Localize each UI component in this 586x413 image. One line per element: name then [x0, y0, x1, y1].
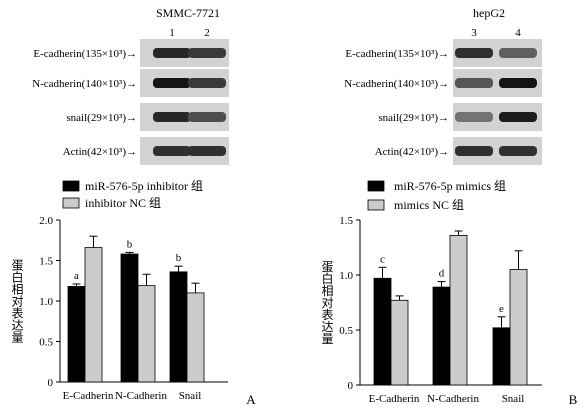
- blot-band: [499, 78, 537, 88]
- blot-row-label: E-cadherin(135×10³)→: [33, 48, 137, 60]
- x-tick-label: Snail: [502, 393, 525, 405]
- blot-band: [188, 112, 226, 122]
- blot-row-label: Actin(42×10³)→: [375, 146, 449, 158]
- legend-swatch: [367, 180, 385, 192]
- blot-band: [499, 146, 537, 156]
- significance-label: b: [127, 238, 133, 250]
- y-axis-label: 蛋白相对表达量: [10, 259, 24, 343]
- bar: [373, 277, 392, 386]
- legend-label: miR-576-5p inhibitor 组: [85, 179, 203, 193]
- blot-band: [455, 78, 493, 88]
- lane-number: 3: [471, 27, 477, 39]
- y-tick-label: 1.5: [339, 215, 353, 227]
- y-axis-label: 蛋白相对表达量: [320, 260, 334, 344]
- y-tick-label: 0.5: [339, 325, 353, 337]
- blot-row-label: E-cadherin(135×10³)→: [345, 48, 449, 60]
- y-tick-label: 1.0: [339, 270, 353, 282]
- bar: [449, 234, 468, 386]
- y-tick-label: 2.0: [39, 215, 53, 227]
- x-tick-label: N-Cadherin: [427, 393, 479, 405]
- blot-band: [153, 146, 191, 156]
- bar: [390, 299, 409, 386]
- blot-band: [188, 78, 226, 88]
- blot-band: [499, 48, 537, 58]
- legend-label: miR-576-5p mimics 组: [394, 179, 506, 193]
- legend-label: mimics NC 组: [394, 198, 464, 212]
- blot-row-label: N-cadherin(140×10³)→: [32, 78, 137, 90]
- blot-row-label: N-cadherin(140×10³)→: [344, 78, 449, 90]
- significance-label: c: [380, 253, 385, 265]
- significance-label: a: [74, 270, 79, 282]
- legend-swatch: [62, 180, 80, 192]
- blot-band: [455, 146, 493, 156]
- y-tick-label: 1.5: [39, 256, 53, 268]
- panel-a: SMMC-7721 1 2 E-cadherin(135×10³)→ N-cadheri…: [10, 6, 256, 407]
- significance-label: d: [439, 268, 445, 280]
- cell-line-label: hepG2: [473, 6, 505, 20]
- blot-band: [455, 112, 493, 122]
- bar: [509, 269, 528, 386]
- bar: [120, 253, 139, 383]
- blot-band: [153, 48, 191, 58]
- lane-number: 1: [169, 27, 175, 39]
- significance-label: b: [176, 252, 182, 264]
- y-tick-label: 0: [48, 377, 54, 389]
- blot-band: [153, 112, 191, 122]
- y-tick-label: 0: [348, 380, 354, 392]
- blot-band: [188, 48, 226, 58]
- x-tick-label: E-Cadherin: [63, 390, 114, 402]
- x-tick-label: N-Cadherin: [115, 390, 167, 402]
- panel-b: hepG2 3 4 E-cadherin(135×10³)→ N-cadherin(14…: [320, 6, 578, 407]
- lane-number: 2: [204, 27, 210, 39]
- bar: [137, 285, 156, 383]
- significance-label: e: [499, 303, 504, 315]
- legend-label: inhibitor NC 组: [85, 196, 161, 210]
- bar: [186, 292, 205, 383]
- blot-band: [499, 112, 537, 122]
- x-tick-label: Snail: [179, 390, 202, 402]
- blot-band: [455, 48, 493, 58]
- bar: [67, 286, 86, 383]
- panel-letter: A: [246, 392, 256, 407]
- blot-row-label: Actin(42×10³)→: [63, 146, 137, 158]
- x-tick-label: E-Cadherin: [369, 393, 420, 405]
- bar: [84, 247, 103, 383]
- lane-number: 4: [515, 27, 521, 39]
- panel-letter: B: [569, 392, 578, 407]
- bar: [432, 286, 451, 386]
- cell-line-label: SMMC-7721: [156, 6, 220, 20]
- legend-swatch: [62, 197, 80, 209]
- blot-band: [188, 146, 226, 156]
- y-tick-label: 0.5: [39, 337, 53, 349]
- bar: [492, 327, 511, 386]
- bar: [169, 271, 188, 383]
- legend-swatch: [367, 199, 385, 211]
- y-tick-label: 1.0: [39, 296, 53, 308]
- blot-row-label: snail(29×10³)→: [66, 112, 137, 124]
- blot-band: [153, 78, 191, 88]
- blot-row-label: snail(29×10³)→: [378, 112, 449, 124]
